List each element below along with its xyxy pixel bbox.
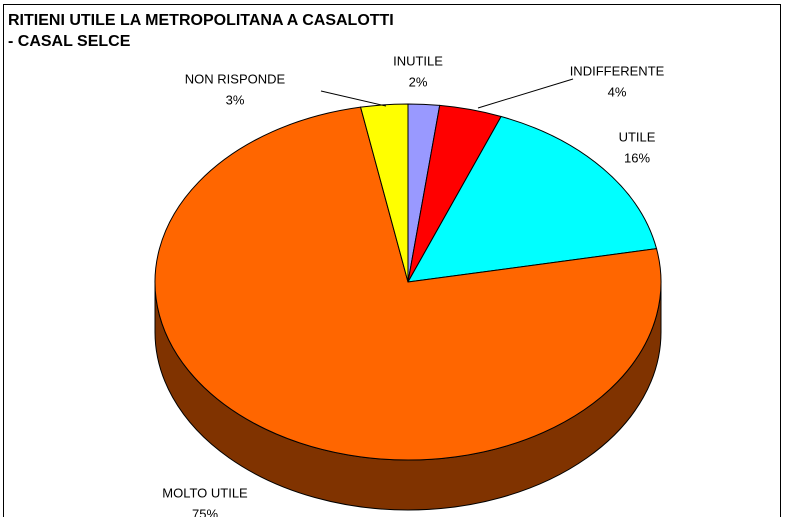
slice-label: INDIFFERENTE	[570, 63, 665, 78]
slice	[154, 106, 662, 461]
slice-value-label: 4%	[608, 84, 627, 99]
leader-line	[320, 90, 387, 107]
slice-label: UTILE	[619, 129, 656, 144]
slice	[407, 115, 658, 283]
slice-value-label: 16%	[624, 150, 650, 165]
slice-label: INUTILE	[393, 53, 443, 68]
plot-frame	[3, 4, 781, 517]
leader-line	[477, 78, 574, 109]
slice-label: MOLTO UTILE	[162, 485, 248, 500]
slice-value-label: 2%	[409, 74, 428, 89]
slice-value-label: 3%	[226, 92, 245, 107]
slice-value-label: 75%	[192, 506, 218, 517]
slice-label: NON RISPONDE	[185, 71, 286, 86]
slice	[359, 103, 409, 283]
chart-title: RITIENI UTILE LA METROPOLITANA A CASALOT…	[8, 12, 394, 50]
